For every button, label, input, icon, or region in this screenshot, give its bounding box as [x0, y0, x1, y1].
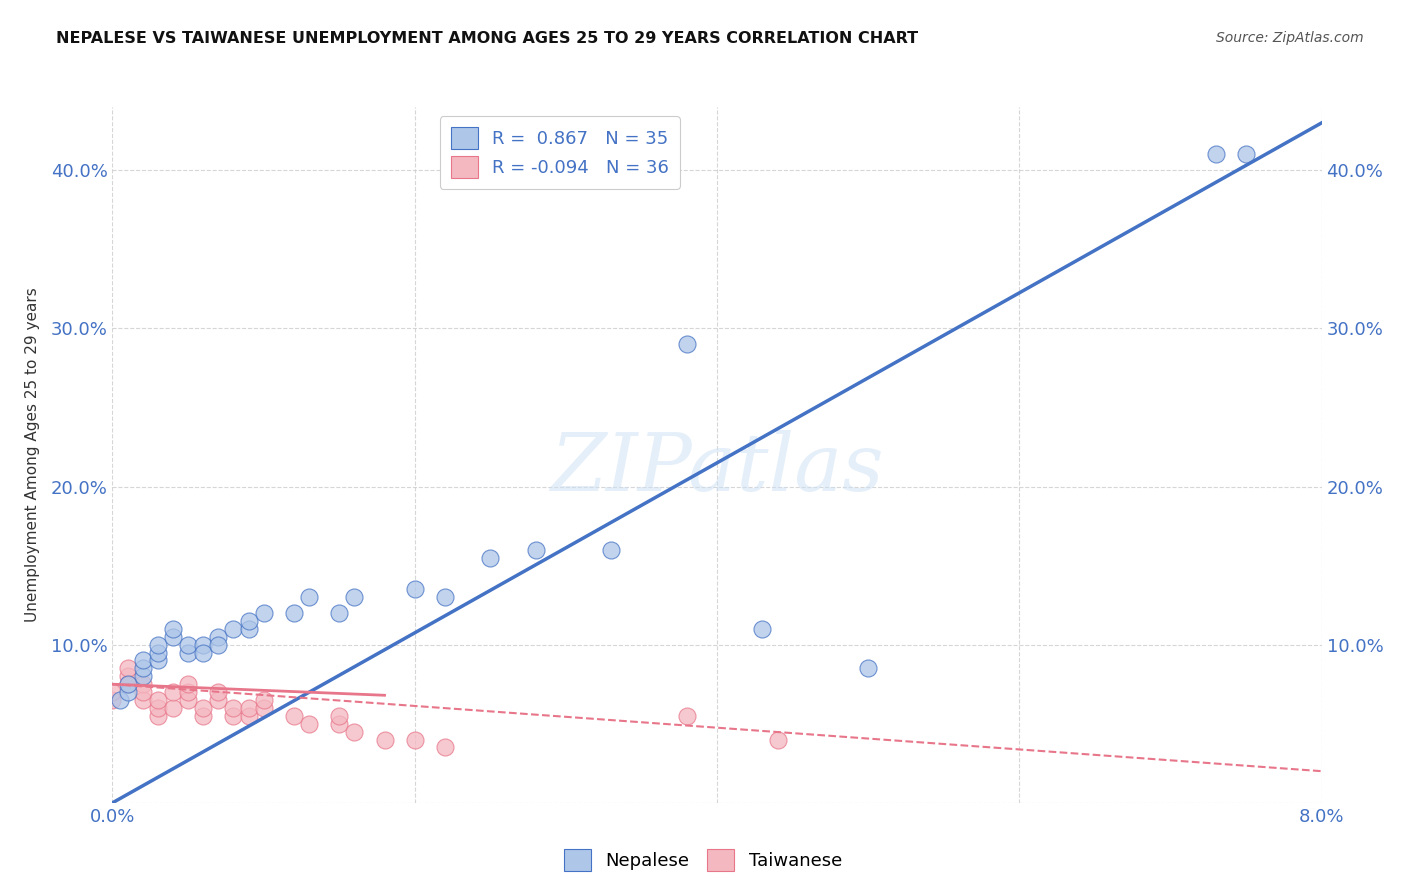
- Point: [283, 606, 305, 620]
- Point: [117, 677, 139, 691]
- Point: [298, 591, 321, 605]
- Point: [856, 661, 880, 675]
- Point: [177, 646, 200, 660]
- Point: [675, 708, 697, 723]
- Point: [253, 606, 276, 620]
- Point: [524, 542, 547, 557]
- Point: [343, 724, 366, 739]
- Point: [117, 677, 139, 691]
- Point: [600, 542, 623, 557]
- Point: [1234, 147, 1257, 161]
- Point: [117, 661, 139, 675]
- Point: [191, 708, 215, 723]
- Y-axis label: Unemployment Among Ages 25 to 29 years: Unemployment Among Ages 25 to 29 years: [25, 287, 39, 623]
- Point: [117, 669, 139, 683]
- Point: [117, 685, 139, 699]
- Point: [162, 630, 184, 644]
- Point: [132, 677, 155, 691]
- Point: [328, 708, 350, 723]
- Point: [101, 685, 124, 699]
- Point: [207, 638, 229, 652]
- Point: [238, 701, 260, 715]
- Point: [404, 732, 426, 747]
- Point: [433, 740, 456, 755]
- Point: [751, 622, 773, 636]
- Point: [433, 591, 456, 605]
- Point: [404, 582, 426, 597]
- Point: [207, 693, 229, 707]
- Point: [283, 708, 305, 723]
- Point: [328, 606, 350, 620]
- Legend: R =  0.867   N = 35, R = -0.094   N = 36: R = 0.867 N = 35, R = -0.094 N = 36: [440, 116, 681, 189]
- Text: NEPALESE VS TAIWANESE UNEMPLOYMENT AMONG AGES 25 TO 29 YEARS CORRELATION CHART: NEPALESE VS TAIWANESE UNEMPLOYMENT AMONG…: [56, 31, 918, 46]
- Point: [146, 653, 169, 667]
- Point: [177, 677, 200, 691]
- Point: [238, 708, 260, 723]
- Text: Source: ZipAtlas.com: Source: ZipAtlas.com: [1216, 31, 1364, 45]
- Point: [162, 622, 184, 636]
- Point: [132, 661, 155, 675]
- Point: [146, 708, 169, 723]
- Point: [162, 685, 184, 699]
- Point: [132, 685, 155, 699]
- Point: [207, 630, 229, 644]
- Point: [479, 550, 502, 565]
- Point: [132, 693, 155, 707]
- Point: [132, 653, 155, 667]
- Point: [146, 646, 169, 660]
- Point: [191, 646, 215, 660]
- Point: [222, 622, 245, 636]
- Text: ZIPatlas: ZIPatlas: [550, 430, 884, 508]
- Point: [1205, 147, 1227, 161]
- Point: [373, 732, 396, 747]
- Point: [253, 701, 276, 715]
- Point: [101, 693, 124, 707]
- Point: [253, 693, 276, 707]
- Point: [238, 622, 260, 636]
- Point: [177, 685, 200, 699]
- Point: [132, 669, 155, 683]
- Point: [177, 638, 200, 652]
- Point: [238, 614, 260, 628]
- Point: [328, 716, 350, 731]
- Point: [162, 701, 184, 715]
- Point: [146, 701, 169, 715]
- Point: [146, 693, 169, 707]
- Point: [146, 638, 169, 652]
- Point: [766, 732, 789, 747]
- Point: [298, 716, 321, 731]
- Point: [222, 701, 245, 715]
- Point: [177, 693, 200, 707]
- Point: [222, 708, 245, 723]
- Point: [108, 693, 131, 707]
- Point: [675, 337, 697, 351]
- Point: [191, 638, 215, 652]
- Point: [207, 685, 229, 699]
- Legend: Nepalese, Taiwanese: Nepalese, Taiwanese: [557, 842, 849, 879]
- Point: [343, 591, 366, 605]
- Point: [191, 701, 215, 715]
